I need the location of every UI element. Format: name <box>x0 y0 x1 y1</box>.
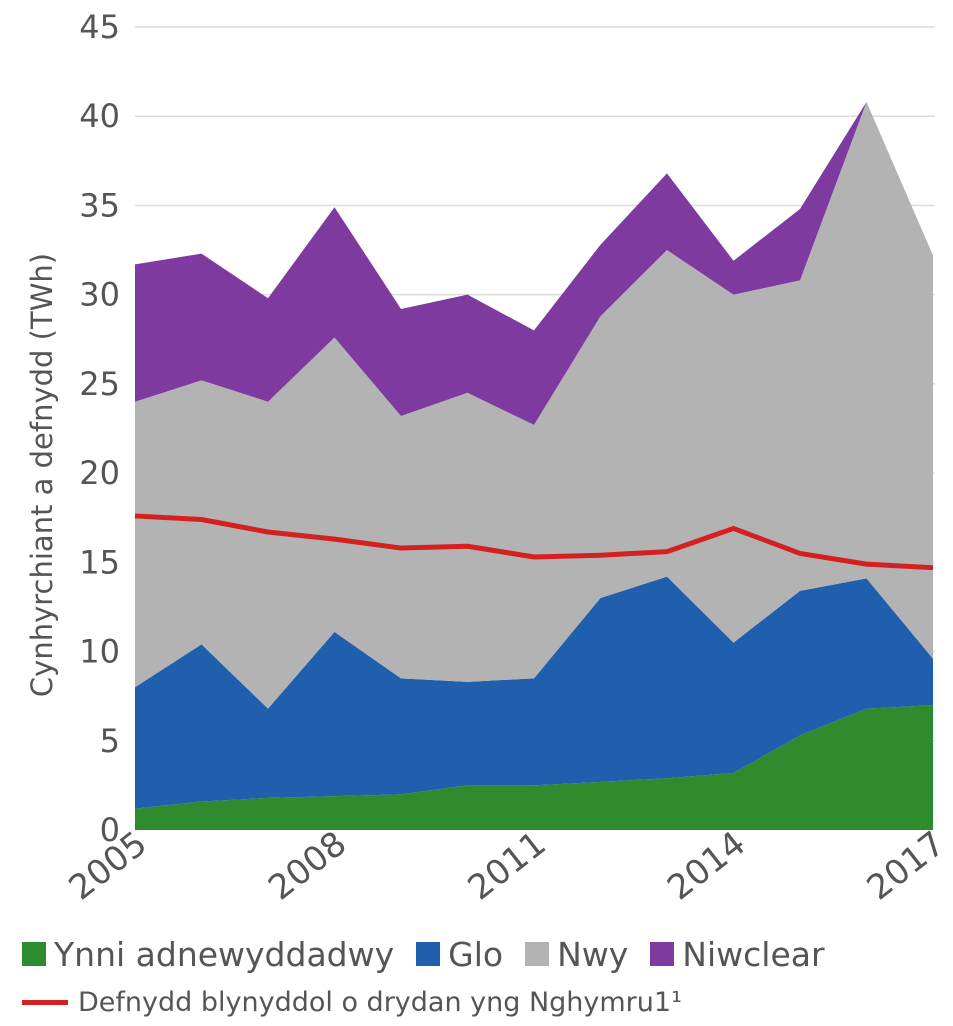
legend: Ynni adnewyddadwy Glo Nwy Niwclear Defny… <box>22 930 947 1026</box>
legend-swatch-coal <box>416 942 441 966</box>
x-tick-label-2017: 2017 <box>860 824 953 909</box>
legend-label-nuclear: Niwclear <box>682 934 825 974</box>
x-tick-label-2011: 2011 <box>461 824 554 909</box>
legend-item-gas: Nwy <box>525 935 628 974</box>
consumption-line <box>134 513 934 571</box>
y-tick-label-15: 15 <box>79 543 120 581</box>
x-axis-ticks: 2005 2008 2011 2014 2017 <box>62 824 953 909</box>
y-tick-label-25: 25 <box>79 365 120 403</box>
y-axis-ticks: 0 5 10 15 20 25 30 35 40 45 <box>79 8 120 849</box>
y-tick-label-35: 35 <box>79 186 120 224</box>
y-tick-label-20: 20 <box>79 454 120 492</box>
y-tick-label-5: 5 <box>100 722 120 760</box>
y-tick-label-40: 40 <box>79 97 120 135</box>
legend-row-areas: Ynni adnewyddadwy Glo Nwy Niwclear <box>22 930 947 978</box>
consumption-line-path <box>134 513 934 571</box>
legend-swatch-consumption <box>22 999 68 1005</box>
stacked-areas <box>135 101 933 830</box>
legend-swatch-nuclear <box>650 942 675 966</box>
y-tick-label-30: 30 <box>79 276 120 314</box>
legend-label-consumption: Defnydd blynyddol o drydan yng Nghymru1¹ <box>78 986 682 1018</box>
legend-item-nuclear: Niwclear <box>650 934 825 974</box>
area-niwclear <box>135 101 933 425</box>
x-tick-label-2014: 2014 <box>660 824 753 909</box>
y-tick-label-0: 0 <box>100 811 120 849</box>
legend-swatch-renewables <box>22 942 46 966</box>
legend-swatch-gas <box>525 942 550 966</box>
area-glo <box>135 576 933 809</box>
y-tick-label-45: 45 <box>79 8 120 46</box>
legend-item-coal: Glo <box>416 935 503 974</box>
legend-row-line: Defnydd blynyddol o drydan yng Nghymru1¹ <box>22 978 947 1026</box>
y-axis-label: Cynhyrchiant a defnydd (TWh) <box>25 253 59 697</box>
y-tick-label-10: 10 <box>79 633 120 671</box>
legend-label-gas: Nwy <box>557 934 629 974</box>
x-tick-label-2008: 2008 <box>261 824 354 909</box>
legend-item-renewables: Ynni adnewyddadwy <box>22 935 394 974</box>
legend-label-renewables: Ynni adnewyddadwy <box>54 934 395 974</box>
area-ynni-adnewyddadwy <box>135 705 933 830</box>
legend-label-coal: Glo <box>448 934 504 974</box>
area-nwy <box>135 101 933 709</box>
